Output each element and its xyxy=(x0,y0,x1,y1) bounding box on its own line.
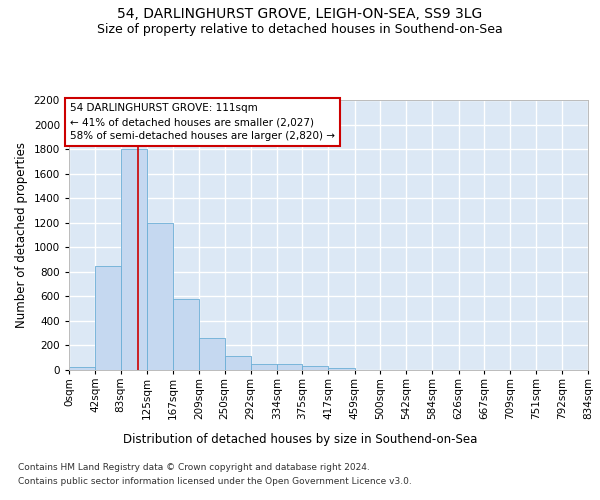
Text: Distribution of detached houses by size in Southend-on-Sea: Distribution of detached houses by size … xyxy=(123,432,477,446)
Y-axis label: Number of detached properties: Number of detached properties xyxy=(15,142,28,328)
Bar xyxy=(251,364,277,370)
Bar xyxy=(329,368,355,370)
Bar xyxy=(95,266,121,370)
Bar xyxy=(69,367,95,370)
Text: Size of property relative to detached houses in Southend-on-Sea: Size of property relative to detached ho… xyxy=(97,22,503,36)
Bar xyxy=(147,222,173,370)
Bar xyxy=(277,364,302,370)
Text: 54, DARLINGHURST GROVE, LEIGH-ON-SEA, SS9 3LG: 54, DARLINGHURST GROVE, LEIGH-ON-SEA, SS… xyxy=(118,8,482,22)
Text: Contains public sector information licensed under the Open Government Licence v3: Contains public sector information licen… xyxy=(18,478,412,486)
Bar xyxy=(302,366,329,370)
Bar xyxy=(224,356,251,370)
Text: Contains HM Land Registry data © Crown copyright and database right 2024.: Contains HM Land Registry data © Crown c… xyxy=(18,464,370,472)
Text: 54 DARLINGHURST GROVE: 111sqm
← 41% of detached houses are smaller (2,027)
58% o: 54 DARLINGHURST GROVE: 111sqm ← 41% of d… xyxy=(70,103,335,141)
Bar xyxy=(199,338,224,370)
Bar xyxy=(173,299,199,370)
Bar xyxy=(121,149,147,370)
